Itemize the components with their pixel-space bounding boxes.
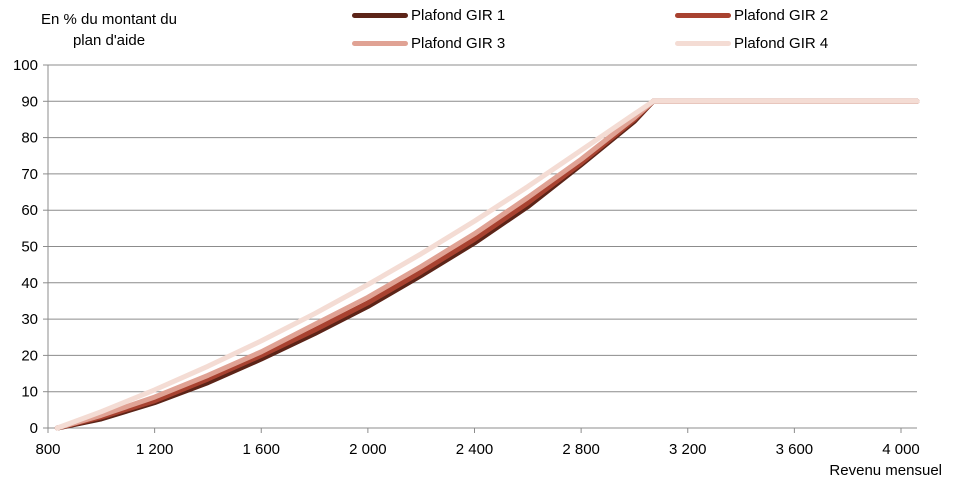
x-tick-label-800: 800 [35, 441, 60, 458]
y-tick-label-70: 70 [21, 166, 38, 183]
series-line-gir-2 [54, 98, 920, 431]
y-axis-title-line-2: plan d'aide [72, 32, 146, 49]
legend-swatch-gir-4 [675, 41, 731, 46]
x-tick-label-2400: 2 400 [456, 441, 494, 458]
series-line-gir-4 [54, 98, 920, 431]
x-tick-label-2000: 2 000 [349, 441, 387, 458]
series-line-gir-3 [54, 98, 920, 431]
y-axis-title: En % du montant du plan d'aide [14, 9, 204, 51]
y-tick-labels: 0 10 20 30 40 50 60 70 80 90 100 [13, 57, 38, 437]
legend-swatch-gir-2 [675, 13, 731, 18]
legend-label-gir-1: Plafond GIR 1 [411, 7, 506, 24]
x-tick-label-1600: 1 600 [242, 441, 280, 458]
legend-label-gir-4: Plafond GIR 4 [734, 35, 829, 52]
y-axis-title-line-1: En % du montant du [41, 11, 177, 28]
y-tick-label-40: 40 [21, 275, 38, 292]
legend-label-gir-3: Plafond GIR 3 [411, 35, 506, 52]
x-tick-label-1200: 1 200 [136, 441, 174, 458]
y-tick-label-20: 20 [21, 347, 38, 364]
y-tick-label-30: 30 [21, 311, 38, 328]
data-series [54, 98, 920, 431]
legend-item-gir-3: Plafond GIR 3 [352, 35, 505, 52]
axes [43, 64, 917, 433]
y-tick-label-10: 10 [21, 384, 38, 401]
x-tick-label-3600: 3 600 [776, 441, 814, 458]
legend-swatch-gir-3 [352, 41, 408, 46]
series-line-gir-1 [54, 98, 920, 431]
y-tick-label-60: 60 [21, 202, 38, 219]
y-tick-label-0: 0 [30, 420, 38, 437]
legend-swatch-gir-1 [352, 13, 408, 18]
legend-item-gir-4: Plafond GIR 4 [675, 35, 828, 52]
x-tick-label-2800: 2 800 [562, 441, 600, 458]
y-tick-label-80: 80 [21, 130, 38, 147]
legend-item-gir-1: Plafond GIR 1 [352, 7, 505, 24]
y-tick-label-90: 90 [21, 93, 38, 110]
x-tick-label-3200: 3 200 [669, 441, 707, 458]
legend-label-gir-2: Plafond GIR 2 [734, 7, 829, 24]
y-tick-label-100: 100 [13, 57, 38, 74]
x-tick-label-4000: 4 000 [882, 441, 920, 458]
x-tick-labels: 800 1 200 1 600 2 000 2 400 2 800 3 200 3 600 4 … [35, 441, 919, 458]
legend-item-gir-2: Plafond GIR 2 [675, 7, 828, 24]
y-tick-label-50: 50 [21, 239, 38, 256]
x-axis-title: Revenu mensuel [829, 462, 942, 479]
